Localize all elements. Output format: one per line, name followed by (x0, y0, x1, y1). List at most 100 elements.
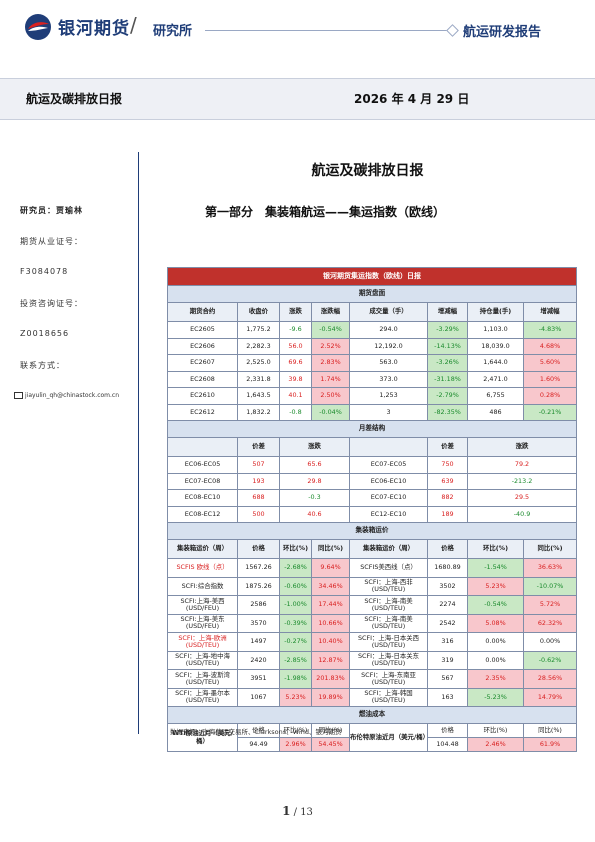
container-cell: SCFI：上海-地中海 (USD/TEU) (167, 650, 238, 670)
container-cell: 2586 (237, 595, 280, 615)
wti-cell: 94.49 (237, 737, 280, 752)
futures-cell: -9.6 (279, 321, 312, 339)
container-cell: SCFI:综合指数 (167, 576, 238, 596)
container-cell: 62.32% (523, 613, 577, 633)
futures-cell: EC2612 (167, 403, 238, 421)
spread-row: EC08-EC12 500 40.6 EC12-EC10 189 -40.9 (167, 505, 577, 523)
futures-cell: 1,775.2 (237, 321, 280, 339)
brand-name: 银河期货 (58, 19, 130, 39)
container-cell: SCFI：上海-东南亚 (USD/TEU) (349, 669, 428, 689)
futures-cell: EC2608 (167, 370, 238, 388)
futures-cell: 5.60% (523, 354, 577, 372)
container-cell: SCFI：上海-西非 (USD/TEU) (349, 576, 428, 596)
spread-change: -0.3 (279, 489, 350, 507)
spread-blank-header (349, 437, 428, 457)
futures-cell: -0.8 (279, 403, 312, 421)
container-cell: SCFI：上海-日本关东 (USD/TEU) (349, 650, 428, 670)
container-cell: 1567.26 (237, 558, 280, 578)
container-row: SCFIS 欧线（点） 1567.26 -2.68% 9.64% SCFIS美西线（点）… (167, 558, 577, 578)
container-cell: SCFI:上海-美东 (USD/FEU) (167, 613, 238, 633)
spread-value: 193 (237, 472, 280, 490)
fuel-col-header: 价格 (427, 723, 468, 738)
container-row: SCFI:综合指数 1875.26 -0.60% 34.46% SCFI：上海-西非 (… (167, 576, 577, 596)
dept-name: 研究所 (153, 24, 193, 39)
futures-row: EC2607 2,525.0 69.6 2.83% 563.0 -3.26% 1,644.0… (167, 354, 577, 372)
header-rule (205, 30, 453, 31)
spread-blank-header (167, 437, 238, 457)
futures-cell: EC2605 (167, 321, 238, 339)
futures-cert-label: 期货从业证号： (20, 237, 83, 246)
container-cell: -1.54% (467, 558, 524, 578)
futures-cell: 1,253 (349, 387, 428, 405)
invest-cert: Z0018656 (20, 329, 70, 338)
container-cell: SCFI：上海-欧洲 (USD/TEU) (167, 632, 238, 652)
container-cell: 2.35% (467, 669, 524, 689)
futures-row: EC2608 2,331.8 39.8 1.74% 373.0 -31.18% 2,471.… (167, 370, 577, 388)
spread-row: EC06-EC05 507 65.6 EC07-EC05 750 79.2 (167, 456, 577, 474)
container-col-header: 环比(%) (467, 539, 524, 559)
spread-col-header: 价差 (237, 437, 280, 457)
container-cell: 36.63% (523, 558, 577, 578)
futures-cell: 1,832.2 (237, 403, 280, 421)
container-cell: 201.83% (311, 669, 350, 689)
spread-name: EC06-EC05 (167, 456, 238, 474)
container-cell: -5.23% (467, 687, 524, 707)
brent-cell: 104.48 (427, 737, 468, 752)
container-cell: 10.40% (311, 632, 350, 652)
brent-cell: 2.46% (467, 737, 524, 752)
container-cell: 2274 (427, 595, 468, 615)
futures-row: EC2606 2,282.3 56.0 2.52% 12,192.0 -14.13% 18,… (167, 337, 577, 355)
spread-value: 639 (427, 472, 468, 490)
futures-cell: 563.0 (349, 354, 428, 372)
contact-label: 联系方式： (20, 361, 65, 370)
container-cell: -2.68% (279, 558, 312, 578)
futures-cell: EC2607 (167, 354, 238, 372)
container-cell: 5.23% (467, 576, 524, 596)
futures-cell: -82.35% (427, 403, 468, 421)
report-type: 航运研发报告 (463, 25, 542, 40)
futures-cert: F3084078 (20, 267, 69, 276)
container-cell: 316 (427, 632, 468, 652)
futures-col-header: 收盘价 (237, 302, 280, 322)
futures-cell: 6,755 (467, 387, 524, 405)
divider-line (138, 152, 139, 734)
futures-cell: 39.8 (279, 370, 312, 388)
container-col-header: 同比(%) (311, 539, 350, 559)
report-date: 2026 年 4 月 29 日 (354, 92, 470, 106)
diamond-icon (446, 24, 459, 37)
container-col-header: 环比(%) (279, 539, 312, 559)
futures-cell: 4.68% (523, 337, 577, 355)
container-cell: -2.85% (279, 650, 312, 670)
container-cell: -10.07% (523, 576, 577, 596)
spread-value: 507 (237, 456, 280, 474)
futures-cell: -0.04% (311, 403, 350, 421)
container-cell: 3570 (237, 613, 280, 633)
page-total: 13 (300, 807, 313, 818)
futures-cell: 486 (467, 403, 524, 421)
futures-cell: 12,192.0 (349, 337, 428, 355)
futures-col-header: 涨跌幅 (311, 302, 350, 322)
spread-col-header: 涨跌 (467, 437, 577, 457)
futures-col-header: 持仓量(手) (467, 302, 524, 322)
container-col-header: 集装箱运价（周） (167, 539, 238, 559)
email-link[interactable]: jiayulin_qh@chinastock.com.cn (14, 392, 119, 399)
container-cell: -0.54% (467, 595, 524, 615)
spread-row: EC08-EC10 688 -0.3 EC07-EC10 882 29.5 (167, 489, 577, 507)
container-cell: -0.62% (523, 650, 577, 670)
container-cell: 3502 (427, 576, 468, 596)
spread-value: 688 (237, 489, 280, 507)
container-cell: 1875.26 (237, 576, 280, 596)
futures-col-header: 期货合约 (167, 302, 238, 322)
container-cell: SCFI：上海-波斯湾 (USD/TEU) (167, 669, 238, 689)
container-cell: 14.79% (523, 687, 577, 707)
data-source: 数据来源：上海航运交易所、Clarksons、Wind、银河期货 (170, 728, 342, 736)
container-cell: 2542 (427, 613, 468, 633)
futures-cell: 2.83% (311, 354, 350, 372)
container-cell: -0.39% (279, 613, 312, 633)
page-current: 1 (282, 804, 291, 818)
futures-cell: 2.50% (311, 387, 350, 405)
spread-name: EC07-EC05 (349, 456, 428, 474)
container-cell: SCFI：上海-墨尔本 (USD/TEU) (167, 687, 238, 707)
fuel-col-header: 环比(%) (467, 723, 524, 738)
container-cell: -1.98% (279, 669, 312, 689)
